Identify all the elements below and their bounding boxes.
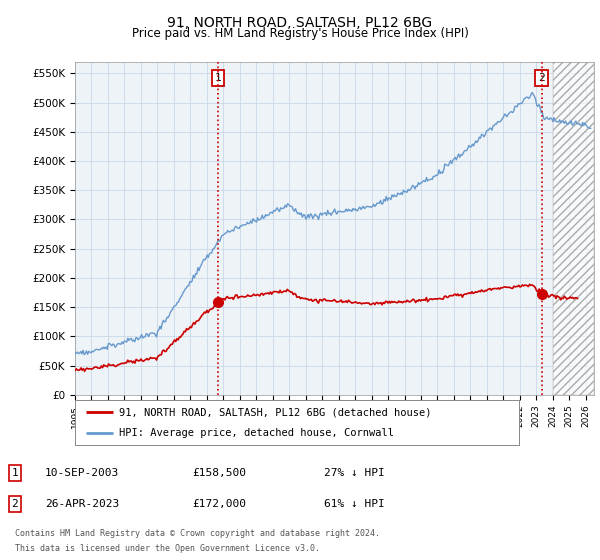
Text: 91, NORTH ROAD, SALTASH, PL12 6BG: 91, NORTH ROAD, SALTASH, PL12 6BG <box>167 16 433 30</box>
Bar <box>553 62 594 395</box>
Text: Contains HM Land Registry data © Crown copyright and database right 2024.: Contains HM Land Registry data © Crown c… <box>15 529 380 538</box>
Text: HPI: Average price, detached house, Cornwall: HPI: Average price, detached house, Corn… <box>119 428 394 438</box>
Text: 26-APR-2023: 26-APR-2023 <box>45 499 119 509</box>
Text: 91, NORTH ROAD, SALTASH, PL12 6BG (detached house): 91, NORTH ROAD, SALTASH, PL12 6BG (detac… <box>119 408 432 418</box>
Text: 1: 1 <box>215 73 221 83</box>
Text: £172,000: £172,000 <box>192 499 246 509</box>
Text: 1: 1 <box>11 468 19 478</box>
Text: 2: 2 <box>11 499 19 509</box>
Text: 27% ↓ HPI: 27% ↓ HPI <box>324 468 385 478</box>
Text: £158,500: £158,500 <box>192 468 246 478</box>
Text: This data is licensed under the Open Government Licence v3.0.: This data is licensed under the Open Gov… <box>15 544 320 553</box>
Text: 10-SEP-2003: 10-SEP-2003 <box>45 468 119 478</box>
Text: 2: 2 <box>538 73 545 83</box>
Bar <box>553 62 594 395</box>
Text: 61% ↓ HPI: 61% ↓ HPI <box>324 499 385 509</box>
Text: Price paid vs. HM Land Registry's House Price Index (HPI): Price paid vs. HM Land Registry's House … <box>131 27 469 40</box>
